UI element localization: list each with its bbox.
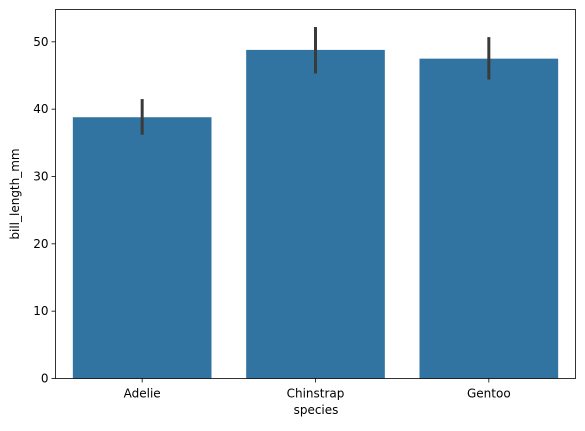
x-tick-label: Adelie (124, 387, 161, 401)
y-tick-label: 0 (41, 372, 49, 386)
bar-chinstrap (246, 49, 385, 379)
bars-group (72, 49, 559, 379)
y-tick-label: 10 (33, 304, 48, 318)
x-tick-label: Chinstrap (287, 387, 345, 401)
y-tick-label: 30 (33, 169, 48, 183)
y-tick-label: 50 (33, 35, 48, 49)
y-axis-label: bill_length_mm (8, 148, 22, 239)
bar-adelie (72, 117, 212, 379)
errorbars-group (140, 27, 491, 135)
y-axis-ticks: 0 10 20 30 40 50 (33, 35, 56, 386)
y-tick-label: 20 (33, 237, 48, 251)
x-axis-ticks: Adelie Chinstrap Gentoo (124, 378, 511, 401)
y-tick-label: 40 (33, 102, 48, 116)
x-tick-label: Gentoo (467, 387, 511, 401)
x-axis-label: species (294, 403, 339, 417)
bar-gentoo (419, 58, 559, 379)
